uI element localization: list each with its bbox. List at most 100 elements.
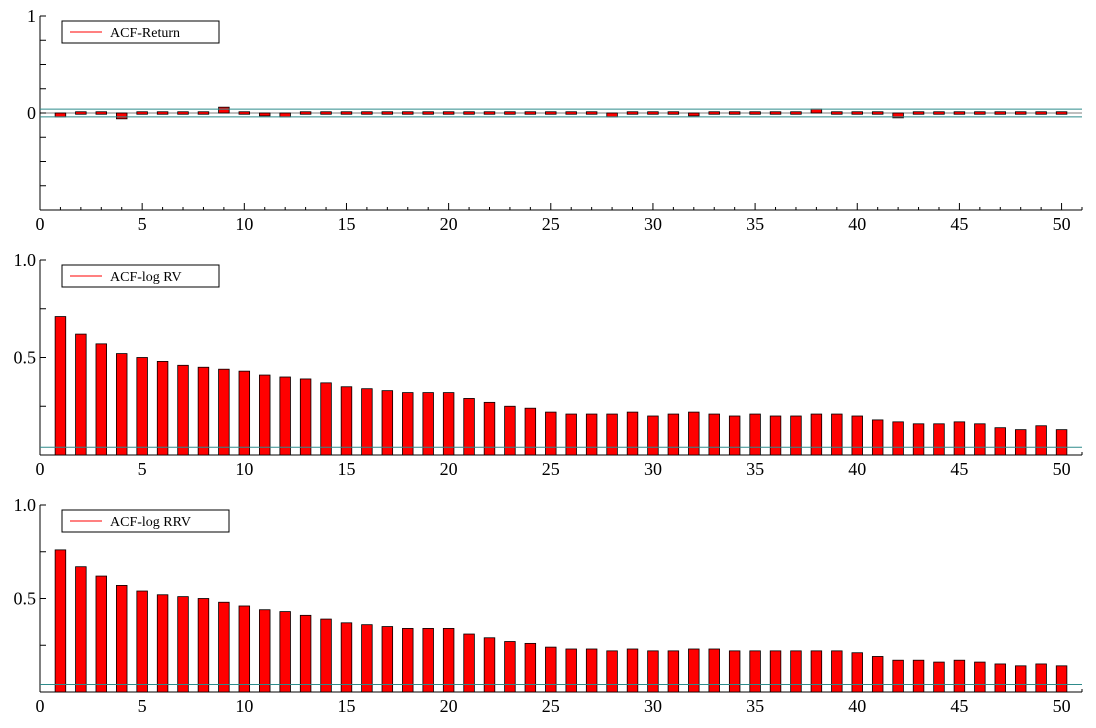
x-tick-label: 45 — [950, 459, 968, 479]
x-tick-label: 5 — [138, 214, 147, 234]
acf-bar-lag-20 — [442, 392, 455, 456]
acf-bar-lag-35 — [749, 413, 761, 456]
acf-bar-lag-8 — [197, 598, 210, 693]
x-tick-label: 40 — [848, 459, 866, 479]
acf-bar-lag-41 — [871, 111, 884, 115]
acf-bar-lag-7 — [177, 364, 189, 456]
acf-bar-lag-5 — [136, 357, 148, 456]
acf-bar-lag-10 — [238, 370, 251, 456]
acf-bar-lag-5 — [136, 590, 148, 693]
acf-bar-lag-19 — [422, 392, 434, 456]
x-tick-label: 20 — [440, 696, 458, 716]
acf-bar-lag-24 — [524, 407, 537, 456]
acf-bar-lag-19 — [422, 628, 434, 693]
acf-bar-lag-14 — [320, 618, 332, 693]
acf-bar-lag-24 — [524, 642, 537, 693]
acf-bar-lag-17 — [381, 111, 394, 115]
acf-bar-lag-38 — [810, 650, 823, 693]
x-tick-label: 30 — [644, 696, 662, 716]
x-tick-label: 15 — [337, 459, 355, 479]
acf-bar-lag-19 — [422, 111, 434, 115]
acf-bar-lag-9 — [218, 368, 230, 456]
acf-bar-lag-31 — [667, 413, 680, 456]
acf-bar-lag-26 — [565, 648, 577, 693]
acf-bar-lag-46 — [974, 423, 986, 456]
acf-bar-lag-47 — [994, 111, 1006, 115]
x-tick-label: 20 — [440, 459, 458, 479]
acf-bar-lag-49 — [1035, 111, 1047, 115]
x-tick-label: 30 — [644, 459, 662, 479]
acf-bar-lag-31 — [667, 111, 680, 115]
acf-bar-lag-5 — [136, 111, 148, 115]
acf-bar-lag-13 — [299, 378, 312, 456]
acf-bar-lag-18 — [402, 111, 414, 115]
acf-bar-lag-44 — [933, 423, 945, 456]
acf-bar-lag-39 — [831, 111, 843, 115]
acf-bar-lag-4 — [116, 585, 128, 693]
acf-bar-lag-37 — [790, 415, 802, 456]
acf-bar-lag-34 — [728, 650, 741, 693]
x-tick-label: 50 — [1053, 459, 1071, 479]
acf-bar-lag-7 — [177, 111, 189, 115]
acf-bar-lag-9 — [218, 106, 230, 114]
acf-bar-lag-1 — [54, 112, 67, 118]
acf-bar-lag-33 — [708, 413, 720, 456]
acf-bar-lag-40 — [851, 652, 863, 693]
acf-bar-lag-1 — [54, 316, 67, 456]
legend: ACF-log RV — [61, 264, 220, 288]
acf-bar-lag-25 — [545, 111, 557, 115]
acf-bar-lag-10 — [238, 605, 251, 693]
acf-bar-lag-6 — [156, 111, 169, 115]
x-tick-label: 40 — [848, 214, 866, 234]
acf-bar-lag-28 — [606, 112, 618, 118]
acf-bar-lag-49 — [1035, 663, 1047, 693]
acf-bar-lag-12 — [279, 376, 291, 456]
acf-bar-lag-17 — [381, 626, 394, 693]
x-tick-label: 35 — [746, 459, 764, 479]
acf-bar-lag-48 — [1014, 111, 1027, 115]
acf-bar-lag-14 — [320, 382, 332, 456]
acf-bar-lag-15 — [340, 386, 353, 456]
acf-bar-lag-29 — [626, 411, 639, 456]
acf-bar-lag-43 — [912, 111, 925, 115]
acf-bar-lag-40 — [851, 111, 863, 115]
acf-bar-lag-17 — [381, 390, 394, 456]
acf-bar-lag-44 — [933, 661, 945, 693]
acf-bar-lag-35 — [749, 650, 761, 693]
legend-box — [61, 509, 230, 533]
acf-bar-lag-30 — [647, 650, 659, 693]
x-tick-label: 10 — [235, 459, 253, 479]
acf-bar-lag-50 — [1055, 665, 1068, 693]
acf-bar-lag-35 — [749, 111, 761, 115]
acf-bar-lag-34 — [728, 415, 741, 456]
x-tick-label: 20 — [440, 214, 458, 234]
acf-bar-lag-30 — [647, 415, 659, 456]
acf-bar-lag-32 — [688, 648, 700, 693]
acf-bar-lag-49 — [1035, 425, 1047, 456]
acf-bar-lag-32 — [688, 411, 700, 456]
acf-bar-lag-27 — [585, 111, 598, 115]
acf-bar-lag-26 — [565, 111, 577, 115]
legend: ACF-log RRV — [61, 509, 230, 533]
x-tick-label: 0 — [36, 696, 45, 716]
acf-bar-lag-12 — [279, 112, 291, 118]
acf-panel-2: 0.5 1.0 0 5 10 15 20 25 30 35 40 45 50 ACF-log RV — [14, 250, 1083, 479]
x-tick-label: 25 — [542, 459, 560, 479]
acf-bar-lag-22 — [483, 401, 496, 456]
acf-bar-lag-2 — [75, 111, 87, 115]
x-tick-label: 15 — [337, 696, 355, 716]
acf-bar-lag-48 — [1014, 665, 1027, 693]
acf-bar-lag-15 — [340, 111, 353, 115]
y-tick-label: 1.0 — [14, 250, 37, 270]
acf-bar-lag-26 — [565, 413, 577, 456]
y-tick-label: 0.5 — [14, 589, 37, 609]
legend-label: ACF-log RV — [110, 270, 182, 285]
acf-bar-lag-18 — [402, 628, 414, 693]
acf-bar-lag-21 — [463, 111, 475, 115]
acf-bar-lag-25 — [545, 646, 557, 693]
x-tick-label: 50 — [1053, 214, 1071, 234]
acf-bar-lag-38 — [810, 413, 823, 456]
acf-bar-lag-15 — [340, 622, 353, 693]
x-tick-label: 45 — [950, 214, 968, 234]
